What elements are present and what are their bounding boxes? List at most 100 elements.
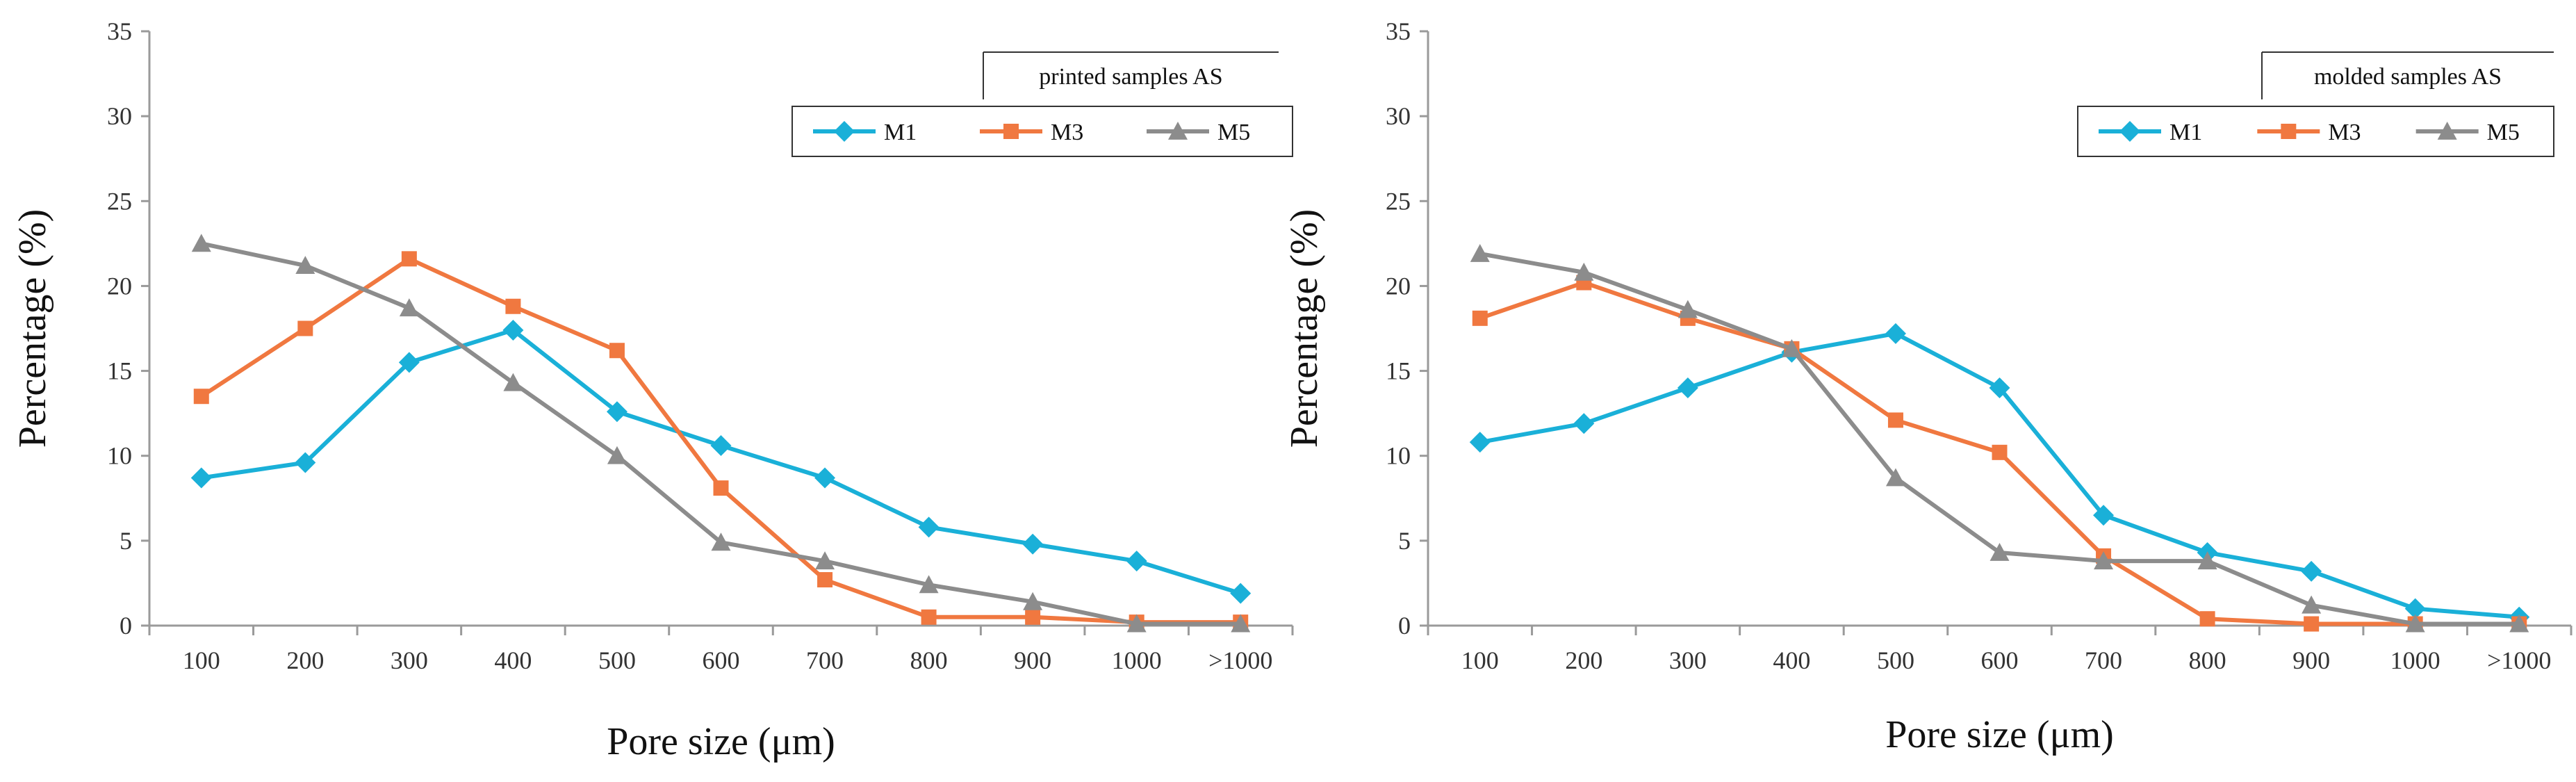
data-point-M5 bbox=[1677, 300, 1698, 318]
x-tick-label: 400 bbox=[494, 646, 532, 674]
data-point-M3 bbox=[921, 609, 937, 625]
data-point-M5 bbox=[1470, 244, 1490, 262]
data-point-M1 bbox=[1126, 551, 1147, 572]
legend-entry-M5: M5 bbox=[1147, 120, 1250, 145]
data-point-M5 bbox=[503, 373, 523, 391]
x-tick-label: 500 bbox=[598, 646, 636, 674]
data-point-M1 bbox=[1573, 413, 1595, 434]
data-point-M1 bbox=[1230, 583, 1252, 604]
data-point-M5 bbox=[711, 532, 731, 551]
data-point-M1 bbox=[2301, 560, 2322, 582]
x-axis-label: Pore size (μm) bbox=[1885, 713, 2114, 756]
data-point-M1 bbox=[1885, 323, 1906, 344]
chart-2: 0 5 10 15 20 25 30 35 100 200 300 400 500 600 700 800 90… bbox=[1283, 17, 2573, 756]
legend-swatch-marker bbox=[2281, 124, 2297, 139]
series-M5 bbox=[1470, 244, 2529, 633]
data-point-M3 bbox=[505, 298, 521, 314]
data-point-M5 bbox=[2094, 551, 2114, 570]
x-tick-label: 200 bbox=[286, 646, 324, 674]
legend-label: M5 bbox=[1217, 120, 1250, 145]
x-tick-label: 1000 bbox=[2390, 646, 2440, 674]
x-tick-label: 800 bbox=[910, 646, 948, 674]
data-point-M1 bbox=[1677, 377, 1698, 398]
data-point-M5 bbox=[1126, 614, 1147, 633]
legend-title-box: molded samples AS bbox=[2261, 51, 2554, 99]
data-point-M3 bbox=[609, 343, 625, 359]
data-point-M3 bbox=[1887, 412, 1903, 428]
data-point-M1 bbox=[606, 401, 627, 423]
data-point-M1 bbox=[918, 516, 940, 538]
data-point-M5 bbox=[1782, 339, 1802, 357]
data-point-M5 bbox=[1990, 542, 2010, 561]
legend-entry-M3: M3 bbox=[980, 120, 1083, 145]
data-point-M5 bbox=[2405, 614, 2425, 633]
data-point-M3 bbox=[1472, 310, 1488, 326]
legend-title: molded samples AS bbox=[2314, 64, 2502, 90]
y-tick-label: 0 bbox=[1398, 612, 1411, 640]
y-tick-label: 25 bbox=[1386, 187, 1411, 215]
legend-title-box: printed samples AS bbox=[983, 51, 1279, 99]
y-tick-label: 20 bbox=[1386, 272, 1411, 300]
data-point-M5 bbox=[607, 446, 627, 464]
legend-swatch-marker bbox=[1168, 122, 1188, 140]
data-point-M5 bbox=[2302, 595, 2322, 614]
legend-swatch-marker bbox=[1003, 124, 1019, 139]
data-point-M5 bbox=[191, 234, 211, 252]
x-tick-label: 100 bbox=[183, 646, 220, 674]
data-point-M1 bbox=[710, 435, 732, 457]
series-M3 bbox=[1472, 275, 2527, 632]
legend-title: printed samples AS bbox=[1039, 64, 1222, 90]
y-tick-label: 30 bbox=[107, 102, 132, 130]
data-point-M5 bbox=[2509, 614, 2529, 633]
data-point-M1 bbox=[1989, 377, 2010, 398]
data-point-M1 bbox=[295, 452, 316, 473]
data-point-M1 bbox=[398, 352, 420, 373]
x-tick-label: 900 bbox=[2292, 646, 2330, 674]
data-point-M1 bbox=[814, 467, 836, 489]
y-tick-label: 5 bbox=[1398, 527, 1411, 555]
legend-label: M1 bbox=[2169, 120, 2202, 145]
y-tick-label: 35 bbox=[107, 17, 132, 45]
legend-label: M3 bbox=[1051, 120, 1083, 145]
data-point-M5 bbox=[919, 575, 939, 594]
x-tick-label: 900 bbox=[1014, 646, 1051, 674]
data-point-M3 bbox=[713, 480, 729, 496]
y-tick-label: 15 bbox=[1386, 357, 1411, 385]
x-tick-label: 700 bbox=[2085, 646, 2122, 674]
data-point-M3 bbox=[193, 389, 209, 405]
data-point-M1 bbox=[190, 467, 212, 489]
series-line-M5 bbox=[201, 241, 1241, 626]
legend-entry-M1: M1 bbox=[813, 120, 917, 145]
x-tick-label: 300 bbox=[1669, 646, 1707, 674]
series-M5 bbox=[191, 234, 1251, 633]
legend-entry-M5: M5 bbox=[2415, 120, 2520, 145]
legend-entry-M3: M3 bbox=[2257, 120, 2361, 145]
x-tick-label: 800 bbox=[2189, 646, 2226, 674]
y-axis-label: Percentage (%) bbox=[1283, 209, 1326, 448]
y-tick-label: 5 bbox=[120, 527, 132, 555]
legend-swatch-marker bbox=[2437, 122, 2457, 140]
series-line-M1 bbox=[1479, 331, 2520, 619]
x-tick-label: 600 bbox=[1981, 646, 2019, 674]
y-tick-label: 15 bbox=[107, 357, 132, 385]
data-point-M1 bbox=[1022, 533, 1044, 555]
legend-label: M3 bbox=[2328, 120, 2361, 145]
data-point-M5 bbox=[1574, 262, 1594, 281]
x-tick-label: 700 bbox=[806, 646, 844, 674]
data-point-M1 bbox=[1469, 432, 1491, 453]
x-tick-label: >1000 bbox=[1208, 646, 1272, 674]
data-point-M3 bbox=[297, 320, 313, 336]
data-point-M5 bbox=[1023, 592, 1043, 610]
y-tick-label: 0 bbox=[120, 612, 132, 640]
data-point-M5 bbox=[2197, 551, 2217, 570]
data-point-M1 bbox=[2093, 505, 2115, 526]
y-tick-label: 10 bbox=[1386, 442, 1411, 470]
y-tick-label: 10 bbox=[107, 442, 132, 470]
data-point-M5 bbox=[295, 256, 315, 275]
x-tick-label: >1000 bbox=[2487, 646, 2551, 674]
legend-label: M5 bbox=[2487, 120, 2520, 145]
x-tick-label: 1000 bbox=[1112, 646, 1162, 674]
y-tick-label: 25 bbox=[107, 187, 132, 215]
x-tick-label: 400 bbox=[1773, 646, 1810, 674]
